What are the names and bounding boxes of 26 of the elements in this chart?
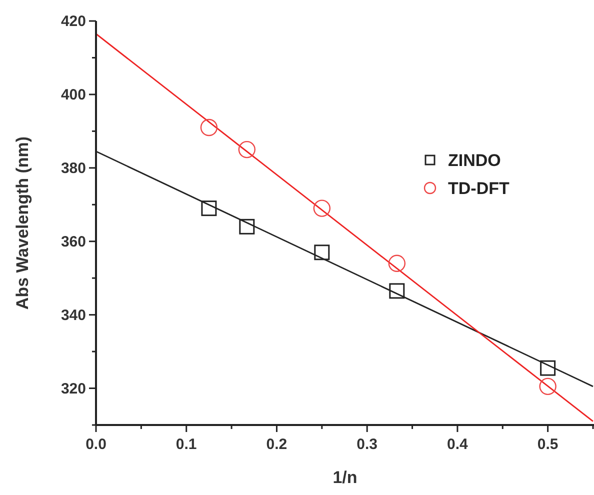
point <box>200 118 218 136</box>
y-tick-label: 380 <box>60 160 86 177</box>
x-axis-title: 1/n <box>332 468 358 487</box>
y-tick-label: 320 <box>60 380 86 398</box>
legend-label: ZINDO <box>448 151 501 170</box>
x-tick-label: 0.3 <box>356 436 378 453</box>
point <box>539 378 556 396</box>
legend-label: TD-DFT <box>448 179 510 198</box>
point <box>540 360 556 376</box>
x-tick-label: 0.5 <box>537 436 558 453</box>
point <box>389 283 405 299</box>
x-tick-label: 0.1 <box>176 436 197 453</box>
point <box>238 140 256 158</box>
x-tick-label: 0.4 <box>447 436 469 453</box>
point <box>201 200 217 216</box>
x-tick-label: 0.2 <box>266 436 288 453</box>
point <box>239 218 255 234</box>
y-axis-title: Abs Wavelength (nm) <box>13 136 32 310</box>
y-tick-label: 420 <box>60 13 86 30</box>
y-tick-label: 360 <box>60 233 86 250</box>
point <box>313 200 331 217</box>
point <box>388 254 406 272</box>
y-tick-label: 340 <box>60 306 86 324</box>
point <box>314 244 330 260</box>
y-tick-label: 400 <box>60 86 86 104</box>
x-tick-label: 0.0 <box>86 436 106 453</box>
